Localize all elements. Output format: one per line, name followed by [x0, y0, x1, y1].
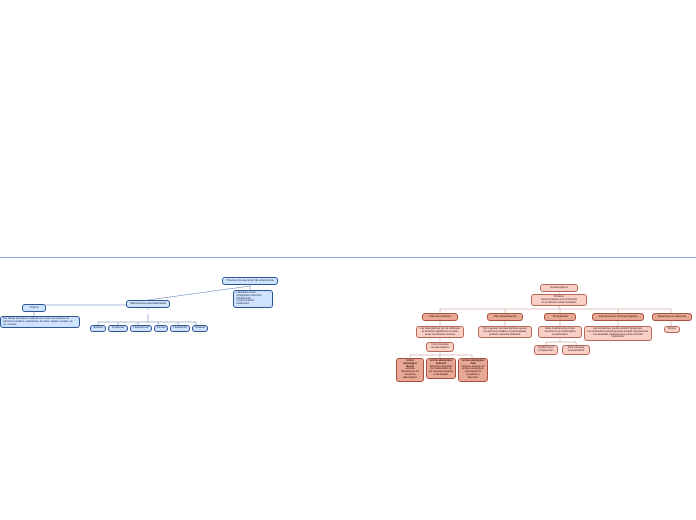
connector-lines	[0, 0, 696, 520]
terapeutica-title[interactable]: Terapéutica	[544, 313, 576, 321]
fc-leaf-2[interactable]: Acción adrenérgica dual Favorece la acci…	[458, 358, 488, 382]
adrenergicos-root[interactable]: Adrenérgicos	[540, 284, 578, 292]
interacciones-desc: Las fenotiacinas, pueden producir hipote…	[584, 326, 652, 341]
farmacodinamia-desc: Por lo general, las catecolaminas ejerce…	[478, 326, 532, 338]
terapeutica-desc: Estos medicamentos imitanla acción de la…	[538, 326, 582, 338]
terapeutica-sub-0[interactable]: Ayuda frente ala hipotensión	[534, 345, 558, 355]
farmacodinamia-title[interactable]: Farmacodinamia	[487, 313, 523, 321]
method-1[interactable]: Intrapleural	[108, 325, 128, 332]
fc-leaf-0-title: Acción adrenérgica directa	[403, 359, 417, 368]
method-5[interactable]: Intratecal	[192, 325, 208, 332]
method-0[interactable]: Epidural	[90, 325, 106, 332]
fc-leaf-0[interactable]: Acción adrenérgica directa estimula dire…	[396, 358, 424, 382]
terapeutica-sub-1[interactable]: Poca respuestarenovascular B	[562, 345, 590, 355]
fc-leaf-2-desc: Favorece la acción de ambos mecanismos, …	[461, 365, 484, 379]
method-2[interactable]: Intraperitoneal	[130, 325, 152, 332]
horizontal-divider	[0, 257, 696, 258]
reacciones-desc[interactable]: Buscar	[664, 326, 680, 333]
farmacocinetica-title[interactable]: Farmacocinética	[422, 313, 458, 321]
situaciones-node[interactable]: Situaciones especializadas	[126, 300, 170, 308]
fc-leaf-1[interactable]: Acción adrenérgica indirecta Estimula la…	[426, 358, 456, 379]
mindmap-canvas: { "colors":{"blue":"#cfe2ff","blue_borde…	[0, 0, 696, 520]
topica-desc: Son formas que liberan el fármaco en la …	[0, 316, 80, 328]
fc-leaf-1-desc: Estimula la liberación de noradrenalina …	[429, 365, 453, 376]
nursing-process-root[interactable]: Proceso de atención de enfermería	[222, 277, 278, 285]
farmacocinetica-pivot: Cómo funcionanlos adrenérgicos	[426, 342, 454, 352]
method-4[interactable]: Intraarticular	[170, 325, 190, 332]
adrenergicos-desc: Producenefectos similares a los producid…	[531, 294, 587, 306]
nursing-process-steps: • Valoración inicial• Diagnóstico enferm…	[233, 290, 273, 308]
reacciones-title[interactable]: Reacciones adversas	[652, 313, 692, 321]
topica-node[interactable]: Tópica	[22, 304, 46, 312]
fc-leaf-0-desc: estimula directamente los receptores adr…	[401, 367, 419, 378]
farmacocinetica-desc: Las catecolaminas por vía sublingualse a…	[416, 326, 464, 338]
method-3[interactable]: Intrósea	[154, 325, 168, 332]
interacciones-title[interactable]: Interacciones farmacológicas	[592, 313, 644, 321]
